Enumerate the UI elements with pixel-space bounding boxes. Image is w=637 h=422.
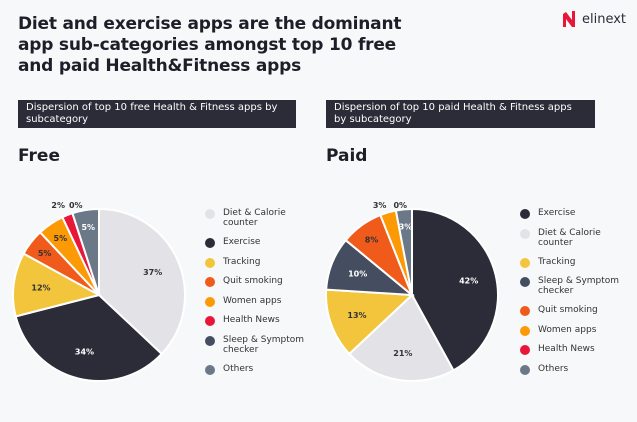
legend-label: Health News — [223, 315, 280, 325]
slice-label: 0% — [393, 201, 407, 210]
legend-label: Tracking — [223, 256, 261, 267]
legend-label: Women apps — [538, 324, 597, 335]
legend-swatch — [205, 277, 215, 287]
legend-item: Tracking — [205, 257, 313, 277]
legend-label: Quit smoking — [538, 305, 598, 315]
legend-swatch — [205, 316, 215, 326]
legend-item: Diet & Calorie counter — [520, 228, 628, 257]
free-title: Free — [18, 146, 60, 166]
logo: elinext — [562, 10, 626, 28]
legend-item: Others — [520, 364, 628, 384]
legend-item: Sleep & Symptom checker — [520, 276, 628, 305]
free-pie-chart: 37%34%12%5%5%2% 0%5% — [12, 201, 186, 382]
legend-item: Quit smoking — [205, 276, 313, 296]
legend-item: Exercise — [520, 208, 628, 228]
paid-header: Dispersion of top 10 paid Health & Fitne… — [326, 100, 595, 128]
legend-item: Sleep & Symptom checker — [205, 335, 313, 364]
slice-label: 2% — [51, 201, 65, 210]
legend-swatch — [205, 209, 215, 219]
slice-label: 42% — [459, 276, 478, 285]
legend-swatch — [520, 277, 530, 287]
legend-label: Diet & Calorie counter — [223, 208, 286, 228]
legend-label: Exercise — [223, 237, 261, 247]
legend-item: Quit smoking — [520, 305, 628, 325]
legend-item: Health News — [205, 315, 313, 335]
paid-pie-chart: 42% 21% 13% 10% 8% 3% 0% 3% — [325, 201, 499, 382]
legend-label: Women apps — [223, 295, 282, 306]
legend-item: Health News — [520, 344, 628, 364]
slice-label: 5% — [38, 249, 52, 258]
legend-swatch — [205, 296, 215, 307]
legend-swatch — [520, 364, 530, 375]
legend-label: Others — [223, 363, 254, 374]
slice-label: 21% — [393, 349, 412, 358]
legend-label: Health News — [538, 344, 595, 354]
legend-label: Sleep & Symptom checker — [223, 334, 305, 355]
headline: Diet and exercise apps are the dominant … — [18, 14, 402, 76]
legend-item: Women apps — [205, 296, 313, 316]
slice-label: 0% — [69, 201, 83, 210]
legend-swatch — [205, 238, 215, 248]
legend-swatch — [520, 345, 530, 355]
pie-slice — [71, 207, 100, 296]
paid-legend: Exercise Diet & Calorie counter Tracking Sl… — [520, 208, 628, 383]
slice-label: 13% — [347, 311, 366, 320]
legend-swatch — [205, 335, 215, 346]
slice-label: 34% — [75, 348, 94, 357]
legend-swatch — [520, 209, 530, 219]
slice-label: 3% — [373, 201, 387, 210]
legend-item: Others — [205, 364, 313, 384]
paid-title: Paid — [326, 146, 368, 166]
elinext-logo-icon — [563, 11, 575, 27]
legend-item: Women apps — [520, 325, 628, 345]
legend-label: Exercise — [538, 208, 576, 218]
legend-label: Sleep & Symptom checker — [538, 276, 620, 296]
logo-text: elinext — [582, 11, 627, 27]
slice-label: 10% — [348, 269, 367, 278]
legend-swatch — [520, 306, 530, 316]
pie-slice — [12, 252, 102, 318]
legend-label: Others — [538, 363, 569, 374]
legend-label: Quit smoking — [223, 276, 283, 286]
legend-swatch — [205, 364, 215, 375]
free-header: Dispersion of top 10 free Health & Fitne… — [18, 100, 296, 128]
slice-label: 3% — [399, 223, 413, 232]
pie-slice — [394, 207, 413, 296]
slice-label: 5% — [81, 223, 95, 232]
free-legend: Diet & Calorie counter Exercise Tracking Qu… — [205, 208, 313, 383]
legend-item: Exercise — [205, 237, 313, 257]
legend-swatch — [520, 257, 530, 268]
legend-label: Diet & Calorie counter — [538, 227, 601, 248]
legend-swatch — [520, 325, 530, 336]
slice-label: 8% — [365, 235, 379, 244]
pie-slice — [411, 207, 499, 372]
slice-label: 5% — [54, 234, 68, 243]
pie-slice — [98, 207, 186, 356]
legend-swatch — [520, 228, 530, 239]
legend-item: Diet & Calorie counter — [205, 208, 313, 237]
pie-slice — [14, 293, 164, 382]
slice-label: 37% — [143, 268, 162, 277]
pie-slice — [325, 288, 415, 356]
slice-label: 12% — [31, 284, 50, 293]
legend-swatch — [205, 257, 215, 268]
legend-item: Tracking — [520, 257, 628, 277]
pie-slice — [347, 293, 455, 382]
legend-label: Tracking — [538, 256, 576, 267]
